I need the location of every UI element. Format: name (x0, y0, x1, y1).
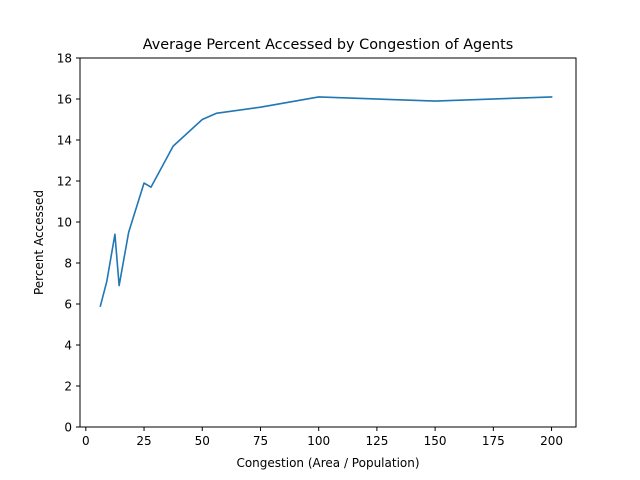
x-axis: 0 25 50 75 100 125 150 175 200 (82, 427, 563, 448)
chart-title: Average Percent Accessed by Congestion o… (143, 37, 514, 53)
y-tick-label: 8 (64, 257, 72, 271)
x-tick-label: 25 (136, 434, 151, 448)
x-tick-label: 50 (195, 434, 210, 448)
y-tick-label: 2 (64, 380, 72, 394)
series-layer (99, 96, 553, 308)
x-tick-label: 75 (253, 434, 268, 448)
y-tick-label: 12 (57, 175, 72, 189)
plot-area: 0 25 50 75 100 125 150 175 200 0 2 4 6 8 10 12 14 16 18 (57, 52, 577, 448)
x-tick-label: 100 (307, 434, 330, 448)
axes-frame (79, 57, 577, 428)
y-tick-label: 18 (57, 52, 72, 66)
x-tick-label: 200 (540, 434, 563, 448)
series-line (99, 96, 553, 308)
y-tick-label: 14 (57, 134, 72, 148)
y-tick-label: 6 (64, 298, 72, 312)
y-tick-label: 16 (57, 93, 72, 107)
y-tick-label: 0 (64, 421, 72, 435)
y-tick-label: 4 (64, 339, 72, 353)
x-tick-label: 150 (424, 434, 447, 448)
x-tick-label: 175 (482, 434, 505, 448)
y-axis: 0 2 4 6 8 10 12 14 16 18 (57, 52, 80, 435)
y-axis-label: Percent Accessed (32, 190, 46, 295)
x-axis-label: Congestion (Area / Population) (236, 456, 419, 470)
y-tick-label: 10 (57, 216, 72, 230)
x-tick-label: 0 (82, 434, 90, 448)
x-tick-label: 125 (365, 434, 388, 448)
